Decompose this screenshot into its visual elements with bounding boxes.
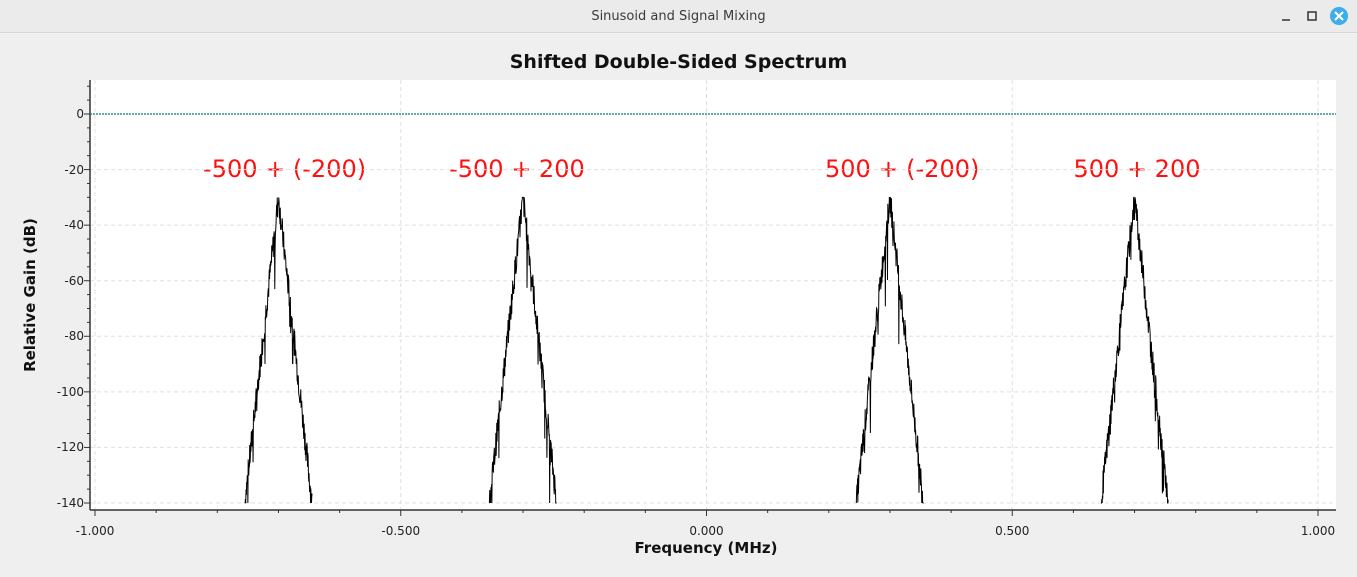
y-tick-label: -60 [64,273,84,288]
close-icon [1330,7,1348,25]
y-tick-label: -40 [64,218,84,233]
maximize-icon [1307,11,1317,21]
x-tick-label: 0.000 [689,524,724,538]
y-tick-label: -100 [56,384,84,399]
peak-annotation: -500 + (-200) [203,155,367,183]
spectrum-peak-2 [488,196,557,504]
spectrum-peak-4 [1100,196,1169,504]
y-tick-label: -140 [56,496,84,510]
peak-annotation: -500 + 200 [449,155,585,183]
window-title: Sinusoid and Signal Mixing [591,9,766,24]
y-tick-label: 0 [76,107,84,121]
minimize-icon [1282,19,1290,21]
x-tick-label: -0.500 [381,524,421,538]
minimize-button[interactable] [1276,6,1296,26]
maximize-button[interactable] [1302,6,1322,26]
peak-annotation: 500 + 200 [1073,155,1201,183]
plot-title: Shifted Double-Sided Spectrum [509,51,848,73]
y-tick-label: -120 [56,440,84,455]
x-tick-label: 1.000 [1300,524,1336,538]
x-tick-label: -1.000 [75,524,115,538]
close-button[interactable] [1329,6,1349,26]
y-tick-label: -80 [64,329,84,344]
x-axis-label: Frequency (MHz) [634,539,778,557]
plot-canvas [90,80,1336,510]
spectrum-peak-3 [855,196,924,504]
x-tick-label: 0.500 [995,524,1030,538]
peak-annotation: 500 + (-200) [824,155,980,183]
y-tick-label: -20 [64,162,84,177]
window-titlebar: Sinusoid and Signal Mixing [0,0,1357,33]
spectrum-peak-1 [244,197,313,504]
